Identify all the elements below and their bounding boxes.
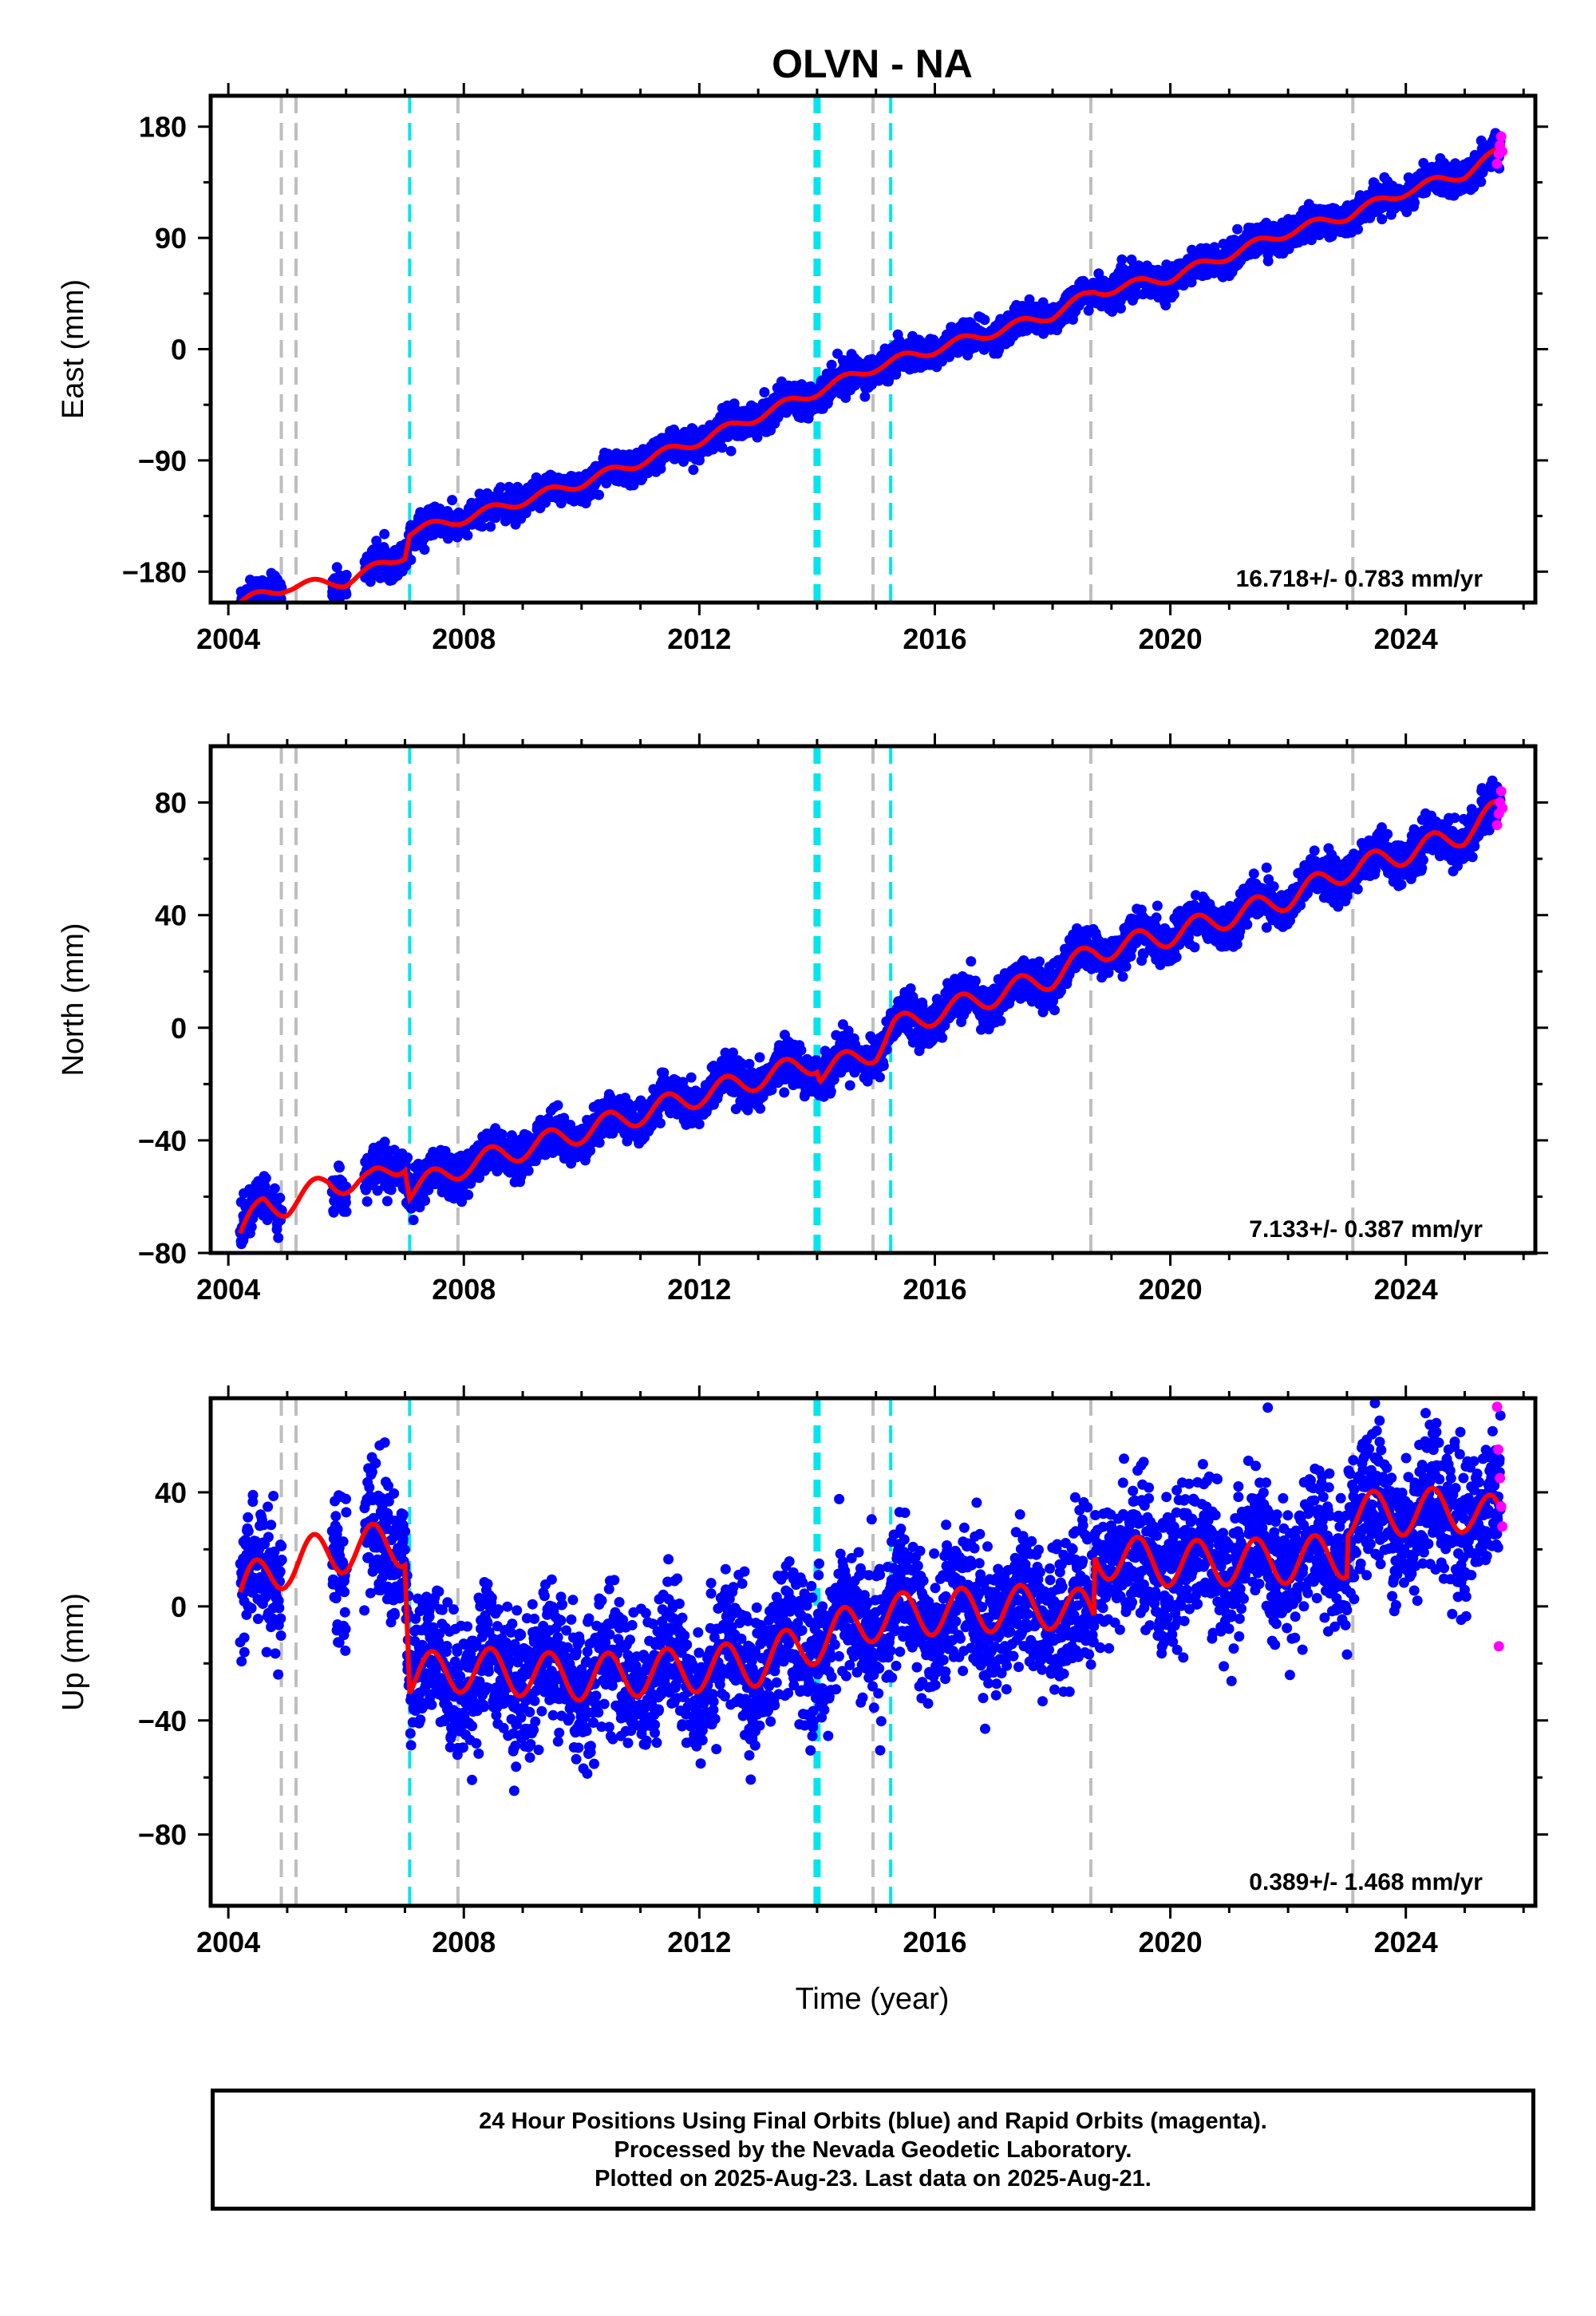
data-point bbox=[361, 1196, 373, 1207]
data-point bbox=[381, 1196, 393, 1207]
x-tick-label: 2016 bbox=[903, 622, 966, 655]
data-point bbox=[341, 589, 352, 600]
data-point bbox=[379, 528, 390, 539]
data-point bbox=[419, 544, 430, 555]
rapid-data-point bbox=[1497, 146, 1508, 157]
data-point bbox=[331, 562, 342, 573]
data-point bbox=[1116, 302, 1126, 314]
model-fit-line bbox=[238, 146, 1501, 603]
data-point bbox=[420, 1195, 431, 1206]
x-tick-label: 2012 bbox=[667, 622, 731, 655]
data-point bbox=[1232, 223, 1243, 235]
data-point bbox=[371, 536, 382, 547]
data-point bbox=[260, 1172, 271, 1184]
velocity-label: 16.718+/- 0.783 mm/yr bbox=[1236, 566, 1483, 592]
east-panel: 2004 2008 2012 2016 2020 2024 180 90 0 −90 −180 Eas… bbox=[57, 83, 1548, 655]
data-point bbox=[341, 570, 352, 580]
data-point bbox=[269, 1183, 280, 1194]
data-point bbox=[1024, 294, 1035, 305]
data-point bbox=[476, 521, 488, 532]
data-point bbox=[276, 606, 286, 616]
data-point bbox=[725, 445, 737, 456]
data-point bbox=[495, 482, 506, 493]
data-point bbox=[462, 530, 473, 541]
data-point bbox=[1353, 223, 1363, 235]
data-point bbox=[408, 1215, 419, 1226]
y-tick-label: 180 bbox=[139, 111, 187, 144]
data-point bbox=[447, 495, 458, 506]
data-point bbox=[1262, 255, 1274, 267]
y-tick-label: 90 bbox=[155, 222, 187, 255]
event-lines bbox=[279, 746, 1355, 1253]
y-ticks bbox=[198, 125, 1548, 573]
rapid-data-point bbox=[1495, 131, 1507, 142]
x-tick-label: 2008 bbox=[432, 622, 496, 655]
y-tick-label: 0 bbox=[171, 334, 187, 366]
x-tick-label: 2020 bbox=[1139, 622, 1203, 655]
data-point bbox=[1168, 289, 1179, 300]
x-tick-label: 2004 bbox=[196, 622, 260, 655]
data-point bbox=[271, 1223, 282, 1235]
rapid-data-point bbox=[1491, 158, 1503, 169]
data-point bbox=[246, 1221, 257, 1232]
figure-title: OLVN - NA bbox=[772, 41, 973, 86]
x-tick-label: 2024 bbox=[1374, 622, 1438, 655]
data-point bbox=[239, 607, 250, 617]
data-point bbox=[238, 603, 248, 614]
data-point bbox=[1160, 300, 1171, 310]
data-point bbox=[334, 1162, 345, 1173]
x-ticks bbox=[227, 83, 1525, 615]
data-point bbox=[273, 1232, 284, 1243]
event-lines bbox=[279, 96, 1355, 603]
data-point bbox=[655, 463, 666, 474]
data-point bbox=[717, 442, 728, 453]
data-point bbox=[379, 1136, 390, 1148]
data-point bbox=[688, 464, 699, 476]
y-axis-label: East (mm) bbox=[57, 279, 90, 419]
data-point bbox=[826, 359, 837, 370]
data-point bbox=[1186, 277, 1197, 288]
data-point bbox=[1403, 172, 1414, 183]
north-panel: 2004 2008 2012 2016 2020 202480400−40−80North… bbox=[57, 733, 1548, 1306]
data-point bbox=[859, 391, 871, 402]
data-point bbox=[402, 1152, 413, 1163]
y-tick-label: −180 bbox=[122, 555, 187, 588]
data-point bbox=[463, 1189, 474, 1200]
data-point bbox=[594, 489, 604, 500]
data-point bbox=[1037, 297, 1049, 308]
data-point bbox=[979, 314, 990, 326]
data-point bbox=[759, 387, 770, 397]
data-point bbox=[372, 1185, 383, 1196]
y-tick-label: −90 bbox=[138, 445, 187, 477]
data-point bbox=[341, 1206, 352, 1217]
data-point bbox=[1476, 176, 1487, 188]
data-point bbox=[1409, 197, 1420, 208]
data-point bbox=[405, 555, 417, 565]
data-point bbox=[275, 1192, 286, 1203]
data-point bbox=[1377, 214, 1388, 225]
data-point bbox=[1116, 254, 1128, 265]
data-point bbox=[523, 1165, 534, 1176]
data-point bbox=[485, 521, 496, 532]
rapid-orbit-points bbox=[1491, 131, 1508, 169]
